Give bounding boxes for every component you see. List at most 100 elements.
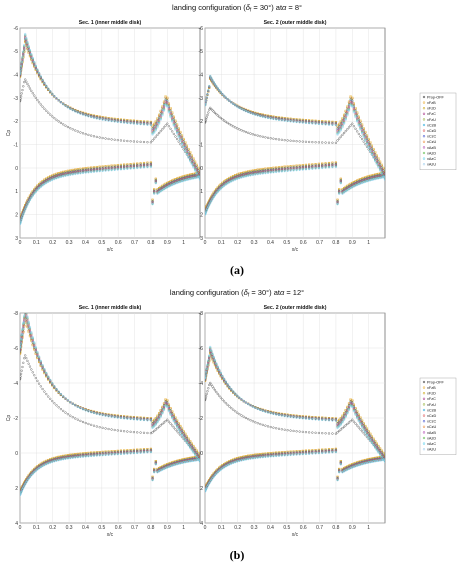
data-point xyxy=(380,171,383,175)
data-point xyxy=(159,118,162,121)
data-point xyxy=(213,194,217,197)
data-point xyxy=(59,175,62,179)
data-point xyxy=(169,115,172,118)
data-point xyxy=(206,113,209,117)
a-ytick-label: -4 xyxy=(199,72,204,78)
data-point xyxy=(209,202,212,205)
data-point xyxy=(198,178,200,181)
data-point xyxy=(64,124,67,127)
data-point xyxy=(190,163,193,166)
legend-marker xyxy=(422,101,426,104)
legend-label: xFzC xyxy=(427,112,436,116)
b-title-delta: δ xyxy=(244,288,249,297)
data-point xyxy=(256,173,259,176)
data-point xyxy=(327,141,331,144)
data-point xyxy=(27,44,30,48)
data-point xyxy=(280,170,283,173)
data-point xyxy=(286,169,289,173)
data-point xyxy=(31,194,34,197)
data-point xyxy=(230,180,233,183)
data-point xyxy=(218,89,221,92)
data-point xyxy=(126,167,129,170)
data-point xyxy=(208,84,211,88)
a-ytick-label: 2 xyxy=(15,212,18,218)
legend-label: xAzC xyxy=(427,157,436,161)
data-point xyxy=(153,130,156,134)
data-point xyxy=(49,397,52,400)
data-point xyxy=(43,107,46,110)
data-point xyxy=(45,84,48,87)
data-point xyxy=(216,87,219,90)
data-point xyxy=(212,196,215,199)
a-xlabel: x/c xyxy=(292,247,299,253)
data-point xyxy=(146,166,149,169)
data-point xyxy=(151,132,154,135)
data-point xyxy=(362,136,365,139)
data-point xyxy=(334,141,337,144)
data-point xyxy=(76,172,79,175)
data-point xyxy=(375,163,378,166)
data-point xyxy=(228,181,231,184)
data-point xyxy=(230,101,233,104)
data-point xyxy=(28,87,32,90)
data-point xyxy=(379,169,382,172)
a-panel-title: Sec. 2 (outer middle disk) xyxy=(264,20,327,26)
data-point xyxy=(205,212,207,215)
data-point xyxy=(311,122,314,125)
data-point xyxy=(359,127,362,131)
data-point xyxy=(169,116,172,119)
data-point xyxy=(116,168,119,171)
data-point xyxy=(247,174,250,177)
data-point xyxy=(23,210,26,214)
data-point xyxy=(66,106,69,109)
data-point xyxy=(277,170,281,173)
data-point xyxy=(295,169,298,172)
data-point xyxy=(251,133,254,136)
data-point xyxy=(343,122,346,125)
data-point xyxy=(69,107,72,110)
data-point xyxy=(380,172,383,175)
data-point xyxy=(238,106,241,109)
data-point xyxy=(224,120,227,123)
data-point xyxy=(344,190,347,193)
a-ytick-label: -6 xyxy=(199,26,204,32)
data-point xyxy=(62,123,65,126)
data-point xyxy=(27,45,30,48)
data-point xyxy=(174,127,177,131)
data-point xyxy=(205,120,207,124)
data-point xyxy=(25,40,28,44)
data-point xyxy=(289,120,292,123)
data-point xyxy=(176,132,179,135)
data-point xyxy=(79,112,82,115)
data-point xyxy=(24,32,27,36)
b-title-part: landing configuration ( xyxy=(170,288,244,297)
legend-label: xFzD xyxy=(427,107,436,111)
data-point xyxy=(346,189,349,192)
a-xlabel: x/c xyxy=(107,247,114,253)
data-point xyxy=(336,139,339,142)
data-point xyxy=(184,149,187,152)
data-point xyxy=(30,89,33,92)
data-point xyxy=(298,168,301,171)
data-point xyxy=(119,121,123,124)
data-point xyxy=(280,119,283,122)
data-point xyxy=(192,165,195,168)
b-ytick-label: -4 xyxy=(14,381,19,387)
data-point xyxy=(20,375,22,378)
data-point xyxy=(139,123,142,126)
data-point xyxy=(25,36,28,39)
data-point xyxy=(327,166,331,169)
data-point xyxy=(187,156,190,159)
data-point xyxy=(87,115,90,118)
data-point xyxy=(23,44,26,47)
data-point xyxy=(26,42,29,45)
data-point xyxy=(159,130,162,133)
data-point xyxy=(226,98,229,101)
legend-label: Prop-OFF xyxy=(427,95,445,99)
data-point xyxy=(308,122,311,125)
data-point xyxy=(182,146,185,149)
data-point xyxy=(351,186,354,189)
data-point xyxy=(351,122,354,125)
data-point xyxy=(119,139,123,142)
data-point xyxy=(317,167,320,170)
